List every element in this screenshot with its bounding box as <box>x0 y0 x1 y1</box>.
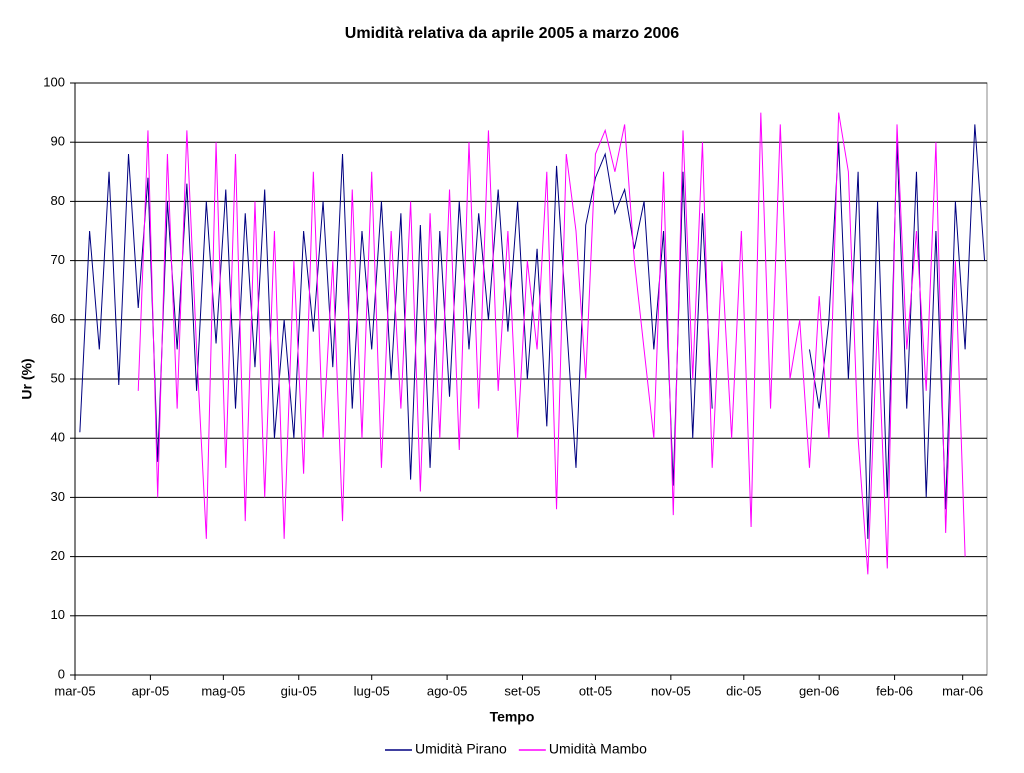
y-tick-label: 40 <box>51 430 65 445</box>
chart-title: Umidità relativa da aprile 2005 a marzo … <box>345 25 680 42</box>
y-tick-label: 100 <box>43 74 65 89</box>
x-tick-label: mar-05 <box>54 683 95 698</box>
x-tick-label: gen-06 <box>799 683 839 698</box>
x-tick-label: nov-05 <box>651 683 691 698</box>
y-tick-label: 10 <box>51 607 65 622</box>
x-tick-label: mar-06 <box>942 683 983 698</box>
data-line <box>79 152 713 486</box>
data-line <box>137 112 966 575</box>
y-tick-label: 70 <box>51 252 65 267</box>
legend-label: Umidità Mambo <box>549 741 647 757</box>
x-tick-label: lug-05 <box>354 683 390 698</box>
y-tick-label: 60 <box>51 311 65 326</box>
y-tick-label: 50 <box>51 370 65 385</box>
x-axis-label: Tempo <box>490 709 535 725</box>
y-tick-label: 20 <box>51 548 65 563</box>
legend-label: Umidità Pirano <box>415 741 507 757</box>
y-tick-label: 0 <box>58 666 65 681</box>
x-tick-label: ott-05 <box>579 683 612 698</box>
x-tick-label: set-05 <box>504 683 540 698</box>
y-tick-label: 80 <box>51 193 65 208</box>
y-axis-label: Ur (%) <box>19 358 35 399</box>
y-tick-label: 90 <box>51 134 65 149</box>
x-tick-label: dic-05 <box>726 683 761 698</box>
x-tick-label: ago-05 <box>427 683 467 698</box>
x-tick-label: mag-05 <box>201 683 245 698</box>
x-tick-label: giu-05 <box>281 683 317 698</box>
x-tick-label: feb-06 <box>876 683 913 698</box>
x-tick-label: apr-05 <box>132 683 170 698</box>
y-tick-label: 30 <box>51 489 65 504</box>
